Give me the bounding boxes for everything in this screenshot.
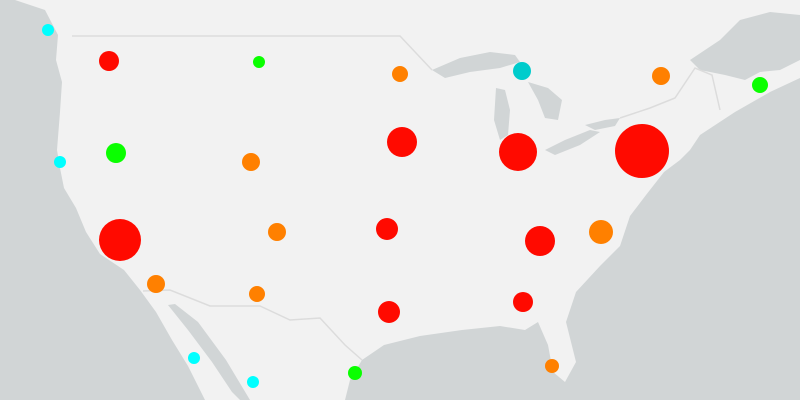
us-canada-border-east — [619, 67, 721, 119]
map-marker-orange[interactable] — [249, 286, 265, 302]
map-marker-orange[interactable] — [392, 66, 408, 82]
map-marker-cyan[interactable] — [247, 376, 259, 388]
us-mexico-border — [142, 289, 363, 361]
map-marker-green[interactable] — [106, 143, 126, 163]
map-marker-red[interactable] — [499, 133, 537, 171]
map-marker-cyan[interactable] — [188, 352, 200, 364]
marker-layer — [42, 24, 768, 388]
us-canada-border — [72, 35, 433, 71]
lake-erie — [545, 130, 600, 155]
map-marker-red[interactable] — [99, 51, 119, 71]
map-marker-orange[interactable] — [268, 223, 286, 241]
gulf-of-st-lawrence — [690, 12, 800, 80]
map-marker-red[interactable] — [615, 124, 669, 178]
map-marker-red[interactable] — [376, 218, 398, 240]
map-marker-orange[interactable] — [589, 220, 613, 244]
map-marker-cyan[interactable] — [54, 156, 66, 168]
map-marker-orange[interactable] — [242, 153, 260, 171]
lake-michigan — [494, 88, 510, 140]
map-marker-orange[interactable] — [652, 67, 670, 85]
lake-ontario — [585, 118, 620, 130]
map-marker-red[interactable] — [99, 219, 141, 261]
map-marker-red[interactable] — [513, 292, 533, 312]
map-marker-cyan[interactable] — [42, 24, 54, 36]
map-marker-green[interactable] — [752, 77, 768, 93]
lake-superior — [432, 52, 520, 78]
map-marker-green[interactable] — [348, 366, 362, 380]
map-marker-teal[interactable] — [513, 62, 531, 80]
map-marker-green[interactable] — [253, 56, 265, 68]
land-mass — [15, 0, 800, 400]
map-marker-orange[interactable] — [545, 359, 559, 373]
map-marker-red[interactable] — [378, 301, 400, 323]
map-marker-red[interactable] — [525, 226, 555, 256]
map-marker-red[interactable] — [387, 127, 417, 157]
gulf-of-california — [168, 304, 250, 400]
lake-huron — [528, 82, 562, 120]
map-marker-orange[interactable] — [147, 275, 165, 293]
